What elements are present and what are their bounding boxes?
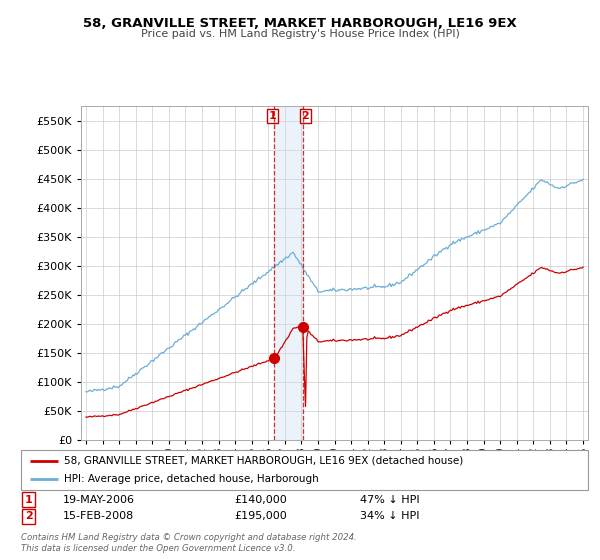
Text: 19-MAY-2006: 19-MAY-2006 [63, 494, 135, 505]
Text: 58, GRANVILLE STREET, MARKET HARBOROUGH, LE16 9EX (detached house): 58, GRANVILLE STREET, MARKET HARBOROUGH,… [64, 456, 463, 465]
Text: 1: 1 [25, 494, 32, 505]
Text: 58, GRANVILLE STREET, MARKET HARBOROUGH, LE16 9EX: 58, GRANVILLE STREET, MARKET HARBOROUGH,… [83, 17, 517, 30]
Text: £195,000: £195,000 [234, 511, 287, 521]
Bar [274, 106, 304, 440]
Text: HPI: Average price, detached house, Harborough: HPI: Average price, detached house, Harb… [64, 474, 318, 484]
Text: 2: 2 [25, 511, 32, 521]
Text: £140,000: £140,000 [234, 494, 287, 505]
Text: Price paid vs. HM Land Registry's House Price Index (HPI): Price paid vs. HM Land Registry's House … [140, 29, 460, 39]
Text: 34% ↓ HPI: 34% ↓ HPI [360, 511, 419, 521]
Text: Contains HM Land Registry data © Crown copyright and database right 2024.
This d: Contains HM Land Registry data © Crown c… [21, 533, 357, 553]
FancyBboxPatch shape [21, 450, 588, 490]
Text: 47% ↓ HPI: 47% ↓ HPI [360, 494, 419, 505]
Text: 1: 1 [269, 111, 277, 122]
Text: 2: 2 [302, 111, 309, 122]
Text: 15-FEB-2008: 15-FEB-2008 [63, 511, 134, 521]
